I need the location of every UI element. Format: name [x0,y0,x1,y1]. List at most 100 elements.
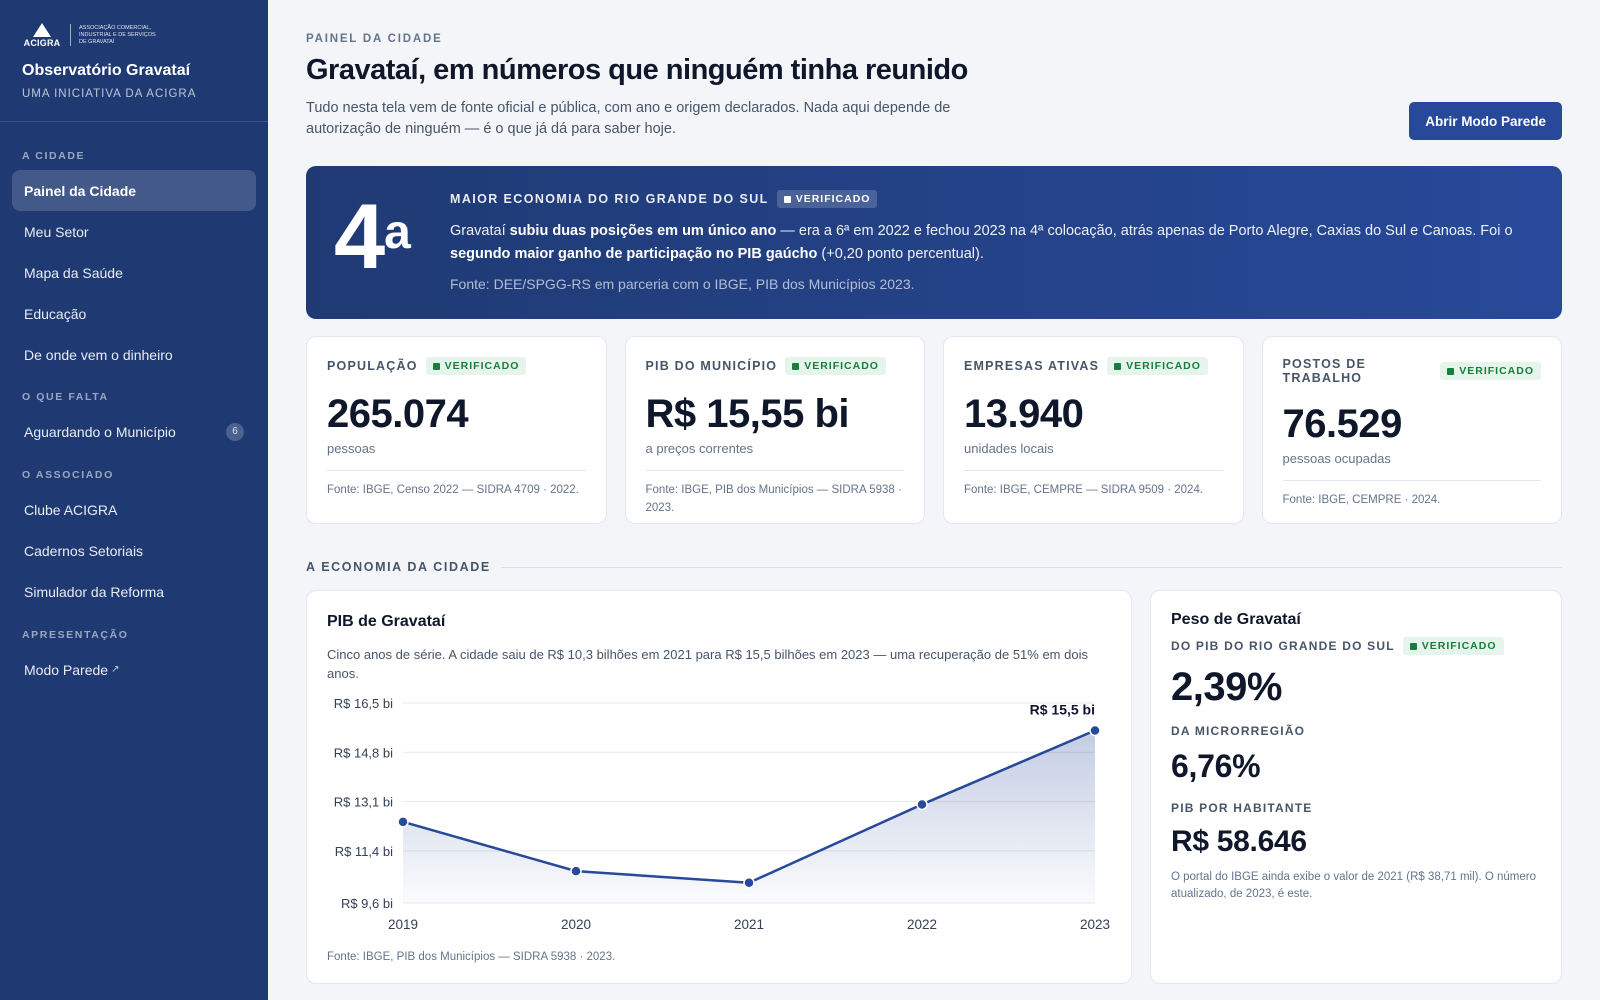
last-point-label: R$ 15,5 bi [1030,702,1095,718]
hero-text-part: — era a 6ª em 2022 e fechou 2023 na 4ª c… [776,223,1513,239]
hero-source: Fonte: DEE/SPGG-RS em parceria com o IBG… [450,276,915,292]
sidebar-item-meu-setor[interactable]: Meu Setor [12,211,256,252]
sidebar-item-label: Painel da Cidade [24,182,137,199]
verified-badge: Verificado [1440,362,1541,380]
sidebar-item-modo-parede[interactable]: Modo Parede ↗ [12,649,256,690]
share-label-text: Do PIB do Rio Grande do Sul [1171,639,1395,653]
sidebar-item-label: Clube ACIGRA [24,501,118,518]
logo-word: ACIGRA [23,37,61,48]
x-tick-label: 2019 [388,917,418,932]
hero-heading: Maior economia do Rio Grande do Sul Veri… [450,190,1540,208]
page-eyebrow: Painel da Cidade [306,33,443,45]
sidebar-item-simulador[interactable]: Simulador da Reforma [12,571,256,612]
badge-label: Verificado [1421,640,1497,652]
sidebar-item-painel[interactable]: Painel da Cidade [12,170,256,211]
y-tick-label: R$ 16,5 bi [334,696,393,711]
pib-chart-card: PIB de Gravataí Cinco anos de série. A c… [306,590,1132,984]
logo-divider [70,24,71,46]
hero-text-bold: segundo maior ganho de participação no P… [450,246,818,262]
x-tick-label: 2022 [907,917,937,932]
x-tick-label: 2023 [1080,917,1110,932]
x-tick-label: 2021 [734,917,764,932]
stat-unit: unidades locais [964,441,1054,456]
nav-section-cidade: A cidade [22,150,86,162]
stat-value: R$ 15,55 bi [645,392,850,436]
section-header-economia: A economia da cidade [306,560,1562,574]
badge-label: Verificado [804,360,879,372]
chart-point[interactable] [743,876,755,889]
share-micro-value: 6,76% [1171,748,1261,784]
stat-card-pib: PIB do município Verificado R$ 15,55 bi a… [624,336,925,524]
stat-unit: pessoas ocupadas [1282,451,1391,466]
verified-badge: Verificado [776,190,878,208]
chart-point[interactable] [1089,724,1101,737]
stat-unit: pessoas [327,441,376,456]
stat-value: 13.940 [964,392,1084,436]
section-divider [500,566,1562,568]
sidebar-item-label: Modo Parede [24,661,109,678]
verified-badge: Verificado [1402,637,1504,655]
share-title: Peso de Gravataí [1171,611,1301,628]
share-rs-value: 2,39% [1171,665,1282,709]
hero-body: Maior economia do Rio Grande do Sul Veri… [450,190,1540,292]
hero-text: Gravataí subiu duas posições em um único… [450,220,1540,266]
verified-badge: Verificado [785,357,886,375]
chart-area-fill [403,730,1095,903]
stat-value: 76.529 [1282,402,1403,446]
share-capita-label: PIB por habitante [1171,801,1313,815]
verified-square-icon [1114,362,1122,370]
badge-label: Verificado [1126,360,1201,372]
sidebar-item-label: Cadernos Setoriais [24,542,144,559]
brand: ACIGRA Associação Comercial, Industrial … [0,0,268,122]
logo[interactable]: ACIGRA Associação Comercial, Industrial … [22,20,246,50]
section-title: A economia da cidade [306,560,491,574]
hero-text-part: Gravataí [450,223,510,239]
stat-label: Empresas ativas [964,359,1100,373]
verified-square-icon [432,362,440,370]
y-tick-label: R$ 14,8 bi [334,745,393,760]
brand-title: Observatório Gravataí [22,62,191,79]
stat-card-populacao: População Verificado 265.074 pessoas Font… [306,336,607,524]
sidebar-item-cadernos[interactable]: Cadernos Setoriais [12,530,256,571]
rank-value: 4a [334,182,411,292]
share-capita-value: R$ 58.646 [1171,825,1307,858]
chart-description: Cinco anos de série. A cidade saiu de R$… [327,647,1088,681]
external-link-icon: ↗ [111,664,120,675]
brand-subtitle: Uma iniciativa da ACIGRA [22,88,197,100]
sidebar-item-label: Aguardando o Município [24,423,176,440]
stat-unit: a preços correntes [645,441,754,456]
verified-badge: Verificado [1107,357,1208,375]
rank-suffix: a [384,206,411,259]
verified-square-icon [783,195,791,203]
badge-label: Verificado [444,360,520,372]
pending-count-badge: 6 [226,422,244,441]
hero-text-part: (+0,20 ponto percentual). [817,246,984,262]
chart-point[interactable] [916,798,928,811]
chart-point[interactable] [570,865,582,877]
sidebar-item-label: Educação [24,305,87,322]
y-tick-label: R$ 13,1 bi [334,795,393,810]
sidebar-item-label: Mapa da Saúde [24,264,123,281]
hero-text-bold: subiu duas posições em um único ano [509,223,777,239]
verified-badge: Verificado [425,357,527,375]
sidebar-item-educacao[interactable]: Educação [12,293,256,334]
chart-title: PIB de Gravataí [327,613,446,630]
sidebar-item-mapa-saude[interactable]: Mapa da Saúde [12,252,256,293]
sidebar-nav: A cidade Painel da Cidade Meu Setor Mapa… [0,122,268,690]
open-wall-mode-button[interactable]: Abrir Modo Parede [1409,102,1562,140]
share-note: O portal do IBGE ainda exibe o valor de … [1171,871,1537,900]
badge-label: Verificado [795,193,871,205]
nav-section-falta: O que falta [22,391,109,403]
sidebar-item-label: Meu Setor [24,223,89,240]
sidebar-item-aguardando[interactable]: Aguardando o Município 6 [12,411,256,452]
nav-section-apresentacao: Apresentação [22,629,129,641]
sidebar-item-dinheiro[interactable]: De onde vem o dinheiro [12,334,256,375]
chart-point[interactable] [397,816,409,828]
share-rs-label: Do PIB do Rio Grande do Sul Verificado [1171,637,1541,655]
stat-label: PIB do município [645,359,778,373]
logo-subtitle: Associação Comercial, Industrial e de Se… [79,24,156,45]
sidebar-item-clube[interactable]: Clube ACIGRA [12,489,256,530]
stat-source: Fonte: IBGE, CEMPRE — SIDRA 9509 · 2024. [964,470,1223,499]
stat-label: Postos de trabalho [1282,357,1367,385]
badge-label: Verificado [1459,365,1534,377]
